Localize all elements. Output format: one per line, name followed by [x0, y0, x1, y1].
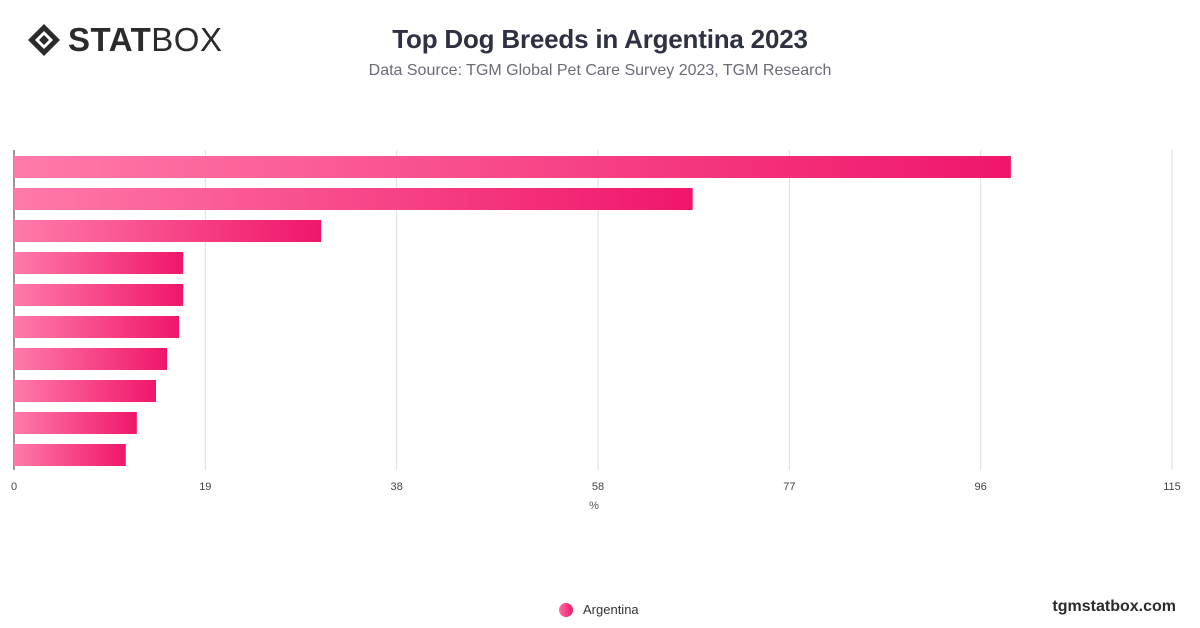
x-tick-label: 96	[975, 481, 987, 493]
bar[interactable]	[14, 156, 1011, 178]
legend-label: Argentina	[583, 602, 639, 617]
bar[interactable]	[14, 252, 184, 274]
logo-text: STATBOX	[68, 22, 222, 58]
x-tick-label: 58	[592, 481, 604, 493]
chart-subtitle: Data Source: TGM Global Pet Care Survey …	[368, 62, 832, 79]
x-tick-label: 19	[199, 481, 211, 493]
statbox-logo: STATBOX	[26, 22, 222, 58]
bars	[14, 156, 1011, 466]
site-url: tgmstatbox.com	[1052, 598, 1176, 615]
bar[interactable]	[14, 444, 126, 466]
x-tick-label: 38	[391, 481, 403, 493]
bar[interactable]	[14, 316, 180, 338]
legend[interactable]: Argentina	[559, 602, 639, 617]
x-tick-label: 115	[1163, 481, 1181, 493]
legend-marker	[559, 602, 573, 617]
logo-text-bold: STAT	[68, 21, 152, 58]
bar[interactable]	[14, 348, 168, 370]
bar[interactable]	[14, 220, 322, 242]
bar[interactable]	[14, 412, 137, 434]
logo-text-light: BOX	[151, 21, 223, 58]
x-tick-label: 0	[11, 481, 17, 493]
chart-title: Top Dog Breeds in Argentina 2023	[392, 24, 808, 54]
x-axis-label: %	[589, 500, 599, 512]
bar[interactable]	[14, 380, 156, 402]
bar[interactable]	[14, 188, 693, 210]
x-tick-label: 77	[783, 481, 795, 493]
bar[interactable]	[14, 284, 184, 306]
statbox-logo-icon	[28, 24, 60, 56]
x-tick-labels: 0 19 38 58 77 96 115	[11, 481, 1181, 493]
